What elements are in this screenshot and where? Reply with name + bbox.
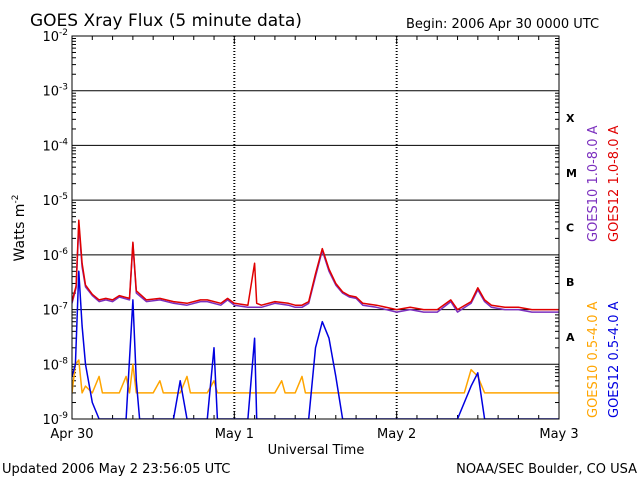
chart-title: GOES Xray Flux (5 minute data) <box>30 11 302 31</box>
series-line-0 <box>72 224 559 313</box>
credit-text: NOAA/SEC Boulder, CO USA <box>456 462 637 477</box>
y-tick-label-1e-7: 10-7 <box>42 302 68 319</box>
y-tick-label-1e-6: 10-6 <box>42 247 68 264</box>
flare-class-M: M <box>566 167 577 180</box>
x-tick-label: May 2 <box>377 427 416 442</box>
legend: GOES10 1.0-8.0 A GOES12 1.0-8.0 A GOES10 0… <box>586 125 622 418</box>
y-tick-label-1e-2: 10-2 <box>42 28 68 45</box>
begin-time: Begin: 2006 Apr 30 0000 UTC <box>406 17 599 32</box>
flare-class-C: C <box>566 222 574 235</box>
series-line-2 <box>72 359 559 394</box>
x-tick-label: May 3 <box>539 427 578 442</box>
plot-grid <box>72 36 559 419</box>
x-tick-labels: Apr 30 May 1 May 2 May 3 <box>50 427 578 442</box>
y-axis-label-group: Watts m-2 <box>11 195 28 262</box>
updated-timestamp: Updated 2006 May 2 23:56:05 UTC <box>2 462 230 477</box>
legend-entry-3: GOES12 0.5-4.0 A <box>607 301 622 418</box>
series-line-1 <box>72 219 559 311</box>
y-tick-label-1e-9: 10-9 <box>42 411 68 428</box>
y-tick-labels: 10-9 10-8 10-7 10-6 10-5 10-4 10-3 10-2 <box>42 28 68 428</box>
legend-entry-2: GOES10 0.5-4.0 A <box>586 301 601 418</box>
series-line-3 <box>72 270 559 419</box>
svg-text:Watts m-2: Watts m-2 <box>11 195 28 262</box>
y-tick-label-1e-3: 10-3 <box>42 83 68 100</box>
legend-entry-0: GOES10 1.0-8.0 A <box>586 125 601 242</box>
plot-frame <box>71 35 560 420</box>
x-tick-label: Apr 30 <box>50 427 93 442</box>
y-axis-label: Watts m <box>12 204 28 262</box>
x-tick-label: May 1 <box>215 427 254 442</box>
flare-class-B: B <box>566 276 574 289</box>
data-series <box>72 219 559 419</box>
axis-ticks <box>71 36 560 419</box>
x-axis-label: Universal Time <box>268 443 365 458</box>
y-tick-label-1e-8: 10-8 <box>42 356 68 373</box>
flare-class-labels: A B C M X <box>566 112 577 344</box>
y-axis-label-exponent: -2 <box>11 195 21 204</box>
y-tick-label-1e-5: 10-5 <box>42 192 68 209</box>
flare-class-X: X <box>566 112 575 125</box>
legend-entry-1: GOES12 1.0-8.0 A <box>607 125 622 242</box>
y-tick-label-1e-4: 10-4 <box>42 137 68 154</box>
flare-class-A: A <box>566 331 575 344</box>
